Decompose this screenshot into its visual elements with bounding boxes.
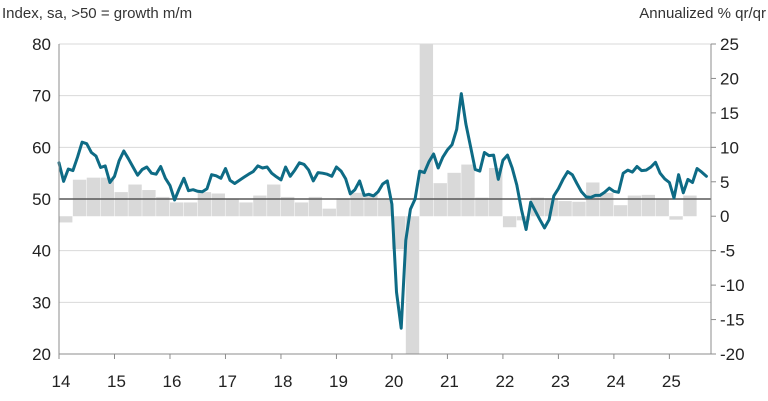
bar (613, 205, 628, 217)
left-tick-label: 40 (32, 242, 51, 261)
bar (475, 197, 489, 217)
bar (364, 194, 378, 217)
bar (128, 184, 142, 217)
axes (58, 43, 716, 359)
bar (447, 172, 461, 217)
bar (169, 202, 184, 217)
bar (558, 201, 572, 217)
left-tick-label: 70 (32, 87, 51, 106)
bar (197, 192, 212, 217)
line-series (57, 92, 708, 330)
bar (59, 216, 73, 223)
left-axis-title: Index, sa, >50 = growth m/m (2, 5, 192, 22)
bar (641, 194, 656, 217)
bar (100, 177, 114, 217)
bar (683, 195, 697, 217)
right-tick-label: 25 (720, 35, 739, 54)
bar (627, 195, 642, 217)
bar (461, 164, 475, 217)
bar (239, 202, 253, 217)
bar (502, 216, 517, 228)
left-tick-label: 60 (32, 138, 51, 157)
bar (253, 195, 267, 217)
right-tick-label: 10 (720, 138, 739, 157)
bar (72, 179, 87, 217)
right-tick-label: 5 (720, 173, 729, 192)
x-tick-label: 20 (384, 372, 403, 391)
bar (211, 193, 225, 217)
bar (294, 202, 309, 217)
bar (114, 192, 128, 217)
right-tick-label: -10 (720, 276, 745, 295)
right-tick-label: -15 (720, 311, 745, 330)
bar (350, 192, 364, 217)
series-line (57, 92, 708, 330)
right-tick-label: 0 (720, 207, 729, 226)
bar (322, 208, 336, 217)
x-tick-label: 16 (163, 372, 182, 391)
bar (183, 202, 198, 217)
x-tick-label: 23 (551, 372, 570, 391)
bar (655, 199, 669, 217)
left-tick-label: 50 (32, 190, 51, 209)
x-tick-label: 21 (440, 372, 459, 391)
x-tick-labels: 14 15 16 17 18 19 20 21 22 23 24 25 (52, 372, 681, 391)
right-axis-title: Annualized % qr/qr (639, 5, 766, 22)
bar (280, 196, 295, 217)
left-tick-labels: 80 70 60 50 40 30 20 (32, 35, 51, 364)
right-tick-label: -20 (720, 345, 745, 364)
bar (378, 199, 392, 217)
bar (225, 199, 239, 217)
x-tick-label: 25 (662, 372, 681, 391)
right-tick-label: -5 (720, 242, 735, 261)
x-tick-label: 24 (606, 372, 625, 391)
x-tick-label: 14 (52, 372, 71, 391)
x-tick-label: 22 (495, 372, 514, 391)
x-tick-label: 18 (273, 372, 292, 391)
bar (669, 216, 683, 220)
x-tick-label: 15 (107, 372, 126, 391)
bar (308, 196, 323, 217)
x-tick-label: 17 (218, 372, 237, 391)
bar (142, 190, 156, 217)
bar (336, 198, 350, 217)
left-tick-label: 20 (32, 345, 51, 364)
bar (405, 216, 420, 354)
bar (267, 184, 281, 217)
bar (86, 177, 101, 217)
right-tick-label: 20 (720, 69, 739, 88)
bar (156, 196, 170, 217)
right-tick-labels: 25 20 15 10 5 0 -5 -10 -15 -20 (720, 35, 745, 364)
right-tick-label: 15 (720, 104, 739, 123)
bar (419, 44, 434, 217)
left-tick-label: 80 (32, 35, 51, 54)
bar (572, 201, 586, 217)
left-tick-label: 30 (32, 293, 51, 312)
x-tick-label: 19 (329, 372, 348, 391)
bar (600, 192, 614, 217)
